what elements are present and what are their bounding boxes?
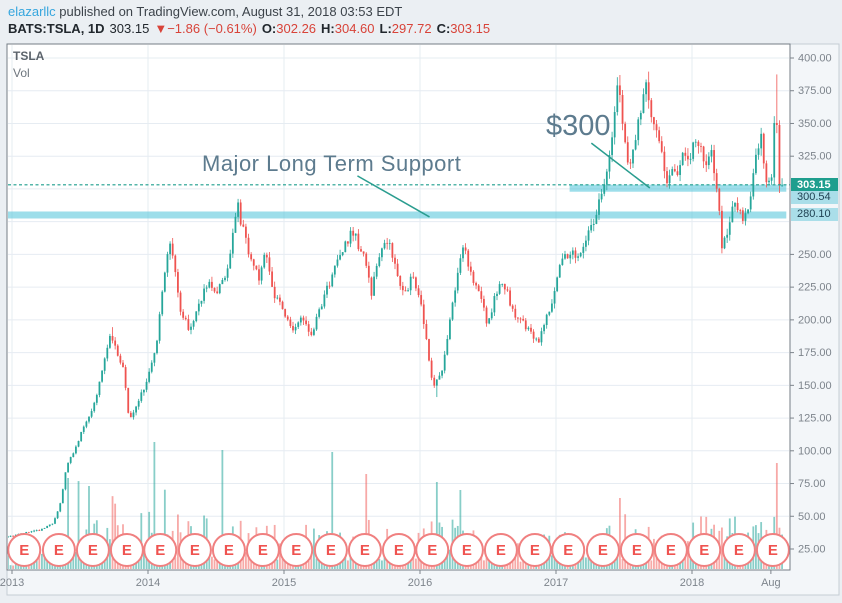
svg-text:E: E (530, 542, 540, 559)
pane-volume-label[interactable]: Vol (13, 66, 30, 80)
earnings-marker[interactable]: E (245, 533, 280, 567)
publish-info: elazarllc published on TradingView.com, … (8, 4, 402, 19)
low-label: L: (379, 21, 392, 36)
earnings-marker[interactable]: E (211, 533, 246, 567)
price-axis-label[interactable]: 225.00 (798, 282, 832, 294)
svg-text:E: E (291, 542, 301, 559)
earnings-marker[interactable]: E (551, 533, 586, 567)
earnings-marker[interactable]: E (41, 533, 76, 567)
earnings-marker[interactable]: E (721, 533, 756, 567)
down-arrow-icon: ▼ (154, 21, 168, 36)
svg-text:E: E (88, 542, 98, 559)
high-value: 304.60 (334, 21, 375, 36)
username-link[interactable]: elazarllc (8, 4, 56, 19)
svg-text:E: E (496, 542, 506, 559)
time-axis-label[interactable]: 2016 (408, 577, 432, 589)
time-axis-label[interactable]: Aug (761, 577, 781, 589)
open-value: 302.26 (276, 21, 317, 36)
time-axis-label[interactable]: 2014 (136, 577, 160, 589)
earnings-marker[interactable]: E (75, 533, 110, 567)
svg-text:E: E (632, 542, 642, 559)
svg-text:E: E (224, 542, 234, 559)
earnings-marker[interactable]: E (619, 533, 654, 567)
price-axis-label[interactable]: 125.00 (798, 413, 832, 425)
last-price-value: 303.15 (109, 21, 150, 36)
close-value: 303.15 (450, 21, 491, 36)
support-price-badge-300: 300.54 (791, 191, 838, 204)
svg-text:E: E (699, 542, 709, 559)
earnings-marker[interactable]: E (279, 533, 314, 567)
svg-text:E: E (258, 542, 268, 559)
price-axis-label[interactable]: 400.00 (798, 53, 832, 65)
earnings-marker[interactable]: E (313, 533, 348, 567)
svg-text:E: E (122, 542, 132, 559)
price-300-annotation-text[interactable]: $300 (546, 110, 611, 142)
plot-background (7, 44, 790, 570)
support-bands[interactable] (8, 184, 787, 219)
symbol-name[interactable]: BATS:TSLA, 1D (8, 21, 105, 36)
svg-text:E: E (190, 542, 200, 559)
time-axis-label[interactable]: 2018 (680, 577, 704, 589)
svg-text:E: E (563, 542, 573, 559)
candles-layer (8, 71, 783, 539)
earnings-marker[interactable]: E (7, 533, 42, 567)
time-axis-label[interactable]: 2015 (272, 577, 296, 589)
earnings-marker[interactable]: E (177, 533, 212, 567)
earnings-marker[interactable]: E (687, 533, 722, 567)
annotation-lines[interactable] (8, 142, 790, 218)
time-axis-label[interactable]: 2013 (0, 577, 24, 589)
svg-text:E: E (54, 542, 64, 559)
price-axis-label[interactable]: 375.00 (798, 85, 832, 97)
price-axis-label[interactable]: 175.00 (798, 347, 832, 359)
last-price-badge: 303.15 (791, 178, 838, 192)
price-axis-label[interactable]: 25.00 (798, 544, 826, 556)
price-axis-label[interactable]: 200.00 (798, 314, 832, 326)
price-axis-label[interactable]: 100.00 (798, 445, 832, 457)
svg-text:E: E (427, 542, 437, 559)
svg-text:E: E (666, 542, 676, 559)
time-axis-label[interactable]: 2017 (544, 577, 568, 589)
chart-frame (6, 43, 840, 596)
axis-labels[interactable]: 25.00 50.00 75.00 100.00 125.00 150.00 175.00 2… (0, 53, 832, 590)
earnings-marker[interactable]: E (381, 533, 416, 567)
price-axis-label[interactable]: 50.00 (798, 511, 826, 523)
svg-text:E: E (326, 542, 336, 559)
pane-symbol-label[interactable]: TSLA (13, 49, 45, 63)
earnings-marker[interactable]: E (143, 533, 178, 567)
earnings-marker[interactable]: E (755, 533, 790, 567)
svg-text:E: E (462, 542, 472, 559)
open-label: O: (261, 21, 277, 36)
close-label: C: (436, 21, 451, 36)
svg-text:E: E (155, 542, 165, 559)
high-label: H: (321, 21, 335, 36)
earnings-marker[interactable]: E (483, 533, 518, 567)
published-text: published on TradingView.com, August 31,… (55, 4, 403, 19)
support-annotation-text[interactable]: Major Long Term Support (202, 151, 462, 176)
symbol-bar: BATS:TSLA, 1D 303.15 ▼−1.86 (−0.61%) O:302.… (8, 21, 490, 36)
change-value: −1.86 (−0.61%) (167, 21, 257, 36)
price-axis-label[interactable]: 325.00 (798, 151, 832, 163)
low-value: 297.72 (391, 21, 432, 36)
svg-text:E: E (360, 542, 370, 559)
price-axis-label[interactable]: 150.00 (798, 380, 832, 392)
svg-text:E: E (19, 542, 29, 559)
svg-text:E: E (598, 542, 608, 559)
support-price-badge-280: 280.10 (791, 208, 838, 221)
earnings-marker[interactable]: E (109, 533, 144, 567)
svg-text:E: E (768, 542, 778, 559)
price-axis-label[interactable]: 75.00 (798, 478, 826, 490)
earnings-marker[interactable]: E (653, 533, 688, 567)
price-axis-label[interactable]: 350.00 (798, 118, 832, 130)
earnings-marker[interactable]: E (449, 533, 484, 567)
earnings-marker[interactable]: E (415, 533, 450, 567)
earnings-marker[interactable]: E (585, 533, 620, 567)
svg-text:E: E (394, 542, 404, 559)
price-axis-label[interactable]: 250.00 (798, 249, 832, 261)
earnings-marker[interactable]: E (347, 533, 382, 567)
earnings-marker[interactable]: E (517, 533, 552, 567)
svg-text:E: E (734, 542, 744, 559)
